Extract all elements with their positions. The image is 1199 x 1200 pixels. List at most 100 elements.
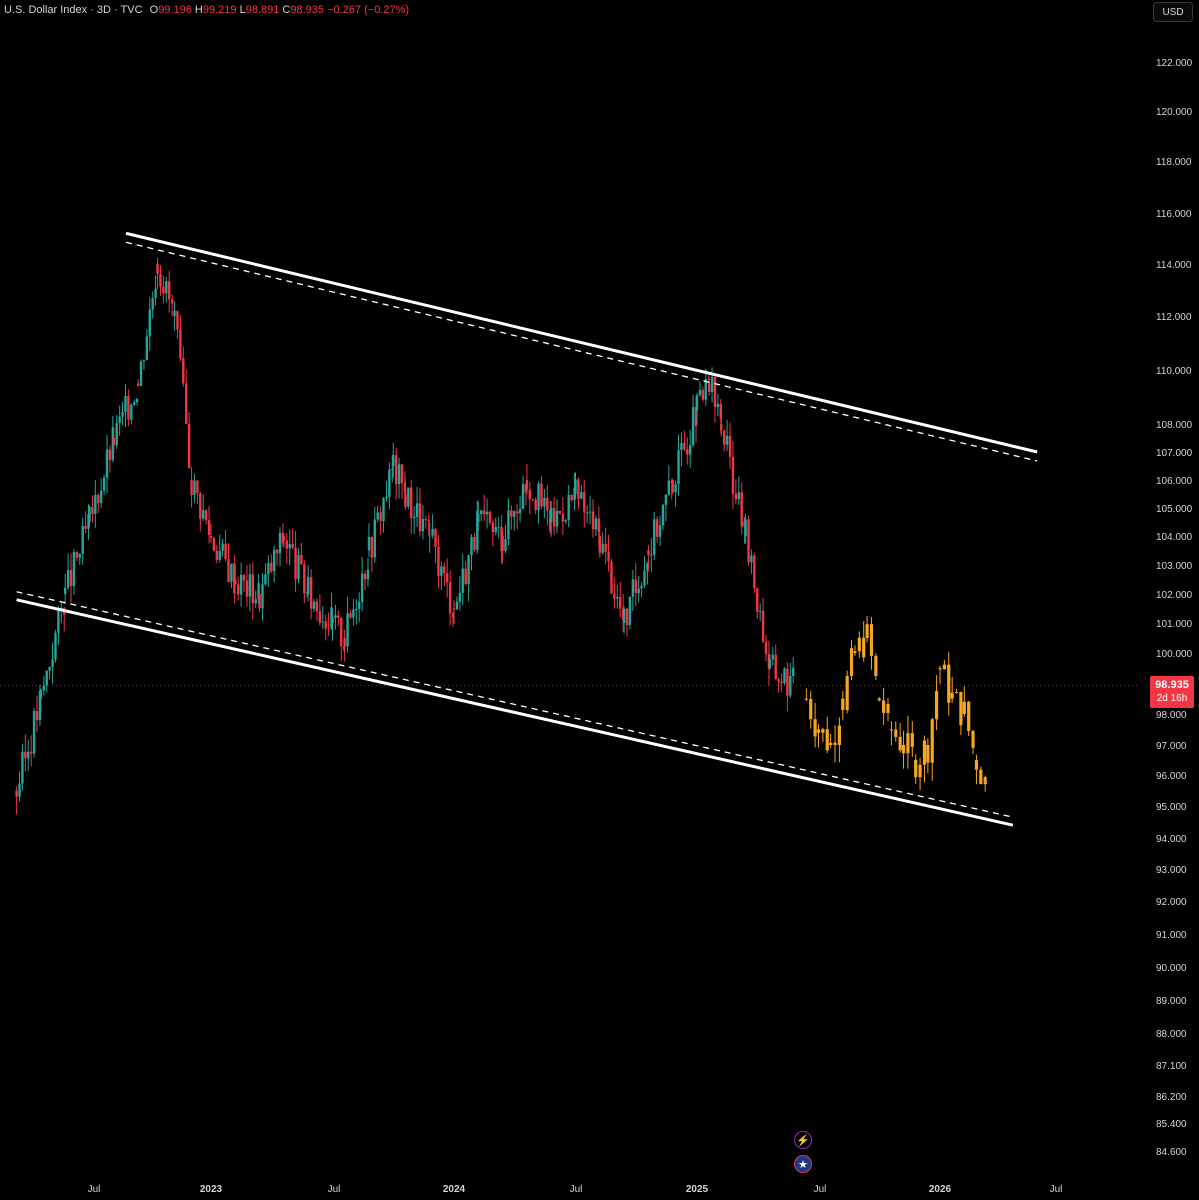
candle-body [658, 525, 662, 537]
candle-body [272, 549, 276, 572]
projection-bar [918, 764, 922, 778]
candle-body [410, 487, 413, 518]
candle-body [607, 551, 610, 562]
candle-body [458, 592, 462, 602]
projection-bar [954, 691, 959, 693]
candle-body [464, 568, 467, 585]
candle-body [437, 546, 440, 576]
us-flag-event-icon[interactable]: ★ [794, 1155, 812, 1173]
candle-body [480, 510, 483, 514]
candle-body [64, 587, 67, 594]
candle-body [156, 264, 159, 274]
candle-body [196, 480, 199, 494]
y-axis-tick-label: 90.000 [1156, 963, 1187, 974]
candle-body [324, 621, 327, 629]
candle-body [124, 396, 127, 413]
y-axis-tick-label: 93.000 [1156, 865, 1187, 876]
candle-body [424, 519, 428, 521]
candle-body [48, 667, 51, 671]
projection-bar [813, 719, 817, 737]
candle-body [710, 377, 714, 392]
candle-body [159, 273, 162, 287]
candle-body [504, 539, 507, 551]
candle-body [258, 594, 261, 609]
candle-body [723, 430, 726, 445]
candle-body [640, 585, 643, 589]
projection-bar [882, 700, 886, 713]
candle-body [725, 435, 729, 445]
projection-bar [959, 691, 963, 726]
y-axis-tick-label: 110.000 [1156, 366, 1192, 377]
candle-body [488, 511, 492, 523]
x-axis-tick-label: Jul [328, 1184, 341, 1195]
candle-body [108, 449, 112, 460]
candle-body [601, 543, 604, 553]
projection-bar [809, 698, 813, 720]
candle-body [631, 579, 635, 597]
candle-body [415, 503, 419, 517]
candle-body [750, 555, 753, 563]
candle-body [451, 613, 455, 618]
candle-body [248, 574, 252, 597]
candle-body [647, 550, 650, 556]
candle-body [66, 569, 70, 588]
candle-body [664, 494, 668, 505]
candle-body [698, 389, 702, 396]
projection-bar [962, 701, 966, 714]
candle-body [637, 588, 640, 594]
candle-body [300, 554, 303, 565]
candle-body [315, 601, 319, 612]
projection-bar [894, 729, 898, 737]
candle-body [616, 596, 619, 599]
projection-bar [942, 664, 946, 670]
projection-bar [947, 664, 951, 703]
projection-bar [934, 691, 939, 720]
candle-body [78, 553, 81, 558]
candle-body [540, 483, 543, 507]
candle-body [251, 574, 254, 604]
candle-body [343, 637, 346, 647]
candle-body [443, 566, 446, 574]
candle-body [477, 513, 480, 522]
x-axis-tick-label: Jul [88, 1184, 101, 1195]
projection-bar [816, 729, 821, 733]
candle-body [127, 396, 130, 420]
candle-body [716, 403, 720, 408]
symbol-title[interactable]: U.S. Dollar Index · 3D · TVC [4, 4, 143, 16]
candle-body [321, 621, 324, 623]
candle-body [334, 615, 337, 618]
y-axis-tick-label: 89.000 [1156, 996, 1187, 1007]
candle-body [455, 601, 459, 610]
candle-body [598, 536, 601, 553]
candle-body [139, 361, 143, 386]
candle-body [580, 491, 583, 499]
candle-body [133, 402, 136, 405]
y-axis-tick-label: 118.000 [1156, 157, 1192, 168]
candle-body [655, 519, 659, 537]
close-label: C [282, 4, 291, 16]
candle-body [379, 512, 382, 522]
candle-body [720, 424, 723, 431]
candle-body [245, 580, 249, 597]
candle-body [193, 480, 196, 495]
currency-button[interactable]: USD [1153, 2, 1193, 22]
candle-body [686, 449, 689, 455]
y-axis-tick-label: 84.600 [1156, 1147, 1187, 1158]
candle-body [704, 379, 707, 400]
candle-body [112, 437, 115, 446]
projection-bar [869, 624, 874, 656]
candle-body [513, 511, 516, 517]
y-axis-tick-label: 95.000 [1156, 802, 1187, 813]
candle-body [363, 573, 367, 580]
projection-bar [889, 729, 893, 731]
change-value: −0.267 (−0.27%) [327, 4, 410, 16]
candle-body [467, 555, 470, 585]
candle-body [604, 543, 607, 552]
candle-body [190, 480, 193, 495]
projection-bar [857, 637, 861, 652]
lightning-event-icon[interactable]: ⚡ [794, 1131, 812, 1149]
lower-channel-line [16, 598, 1014, 827]
y-axis-tick-label: 91.000 [1156, 930, 1187, 941]
